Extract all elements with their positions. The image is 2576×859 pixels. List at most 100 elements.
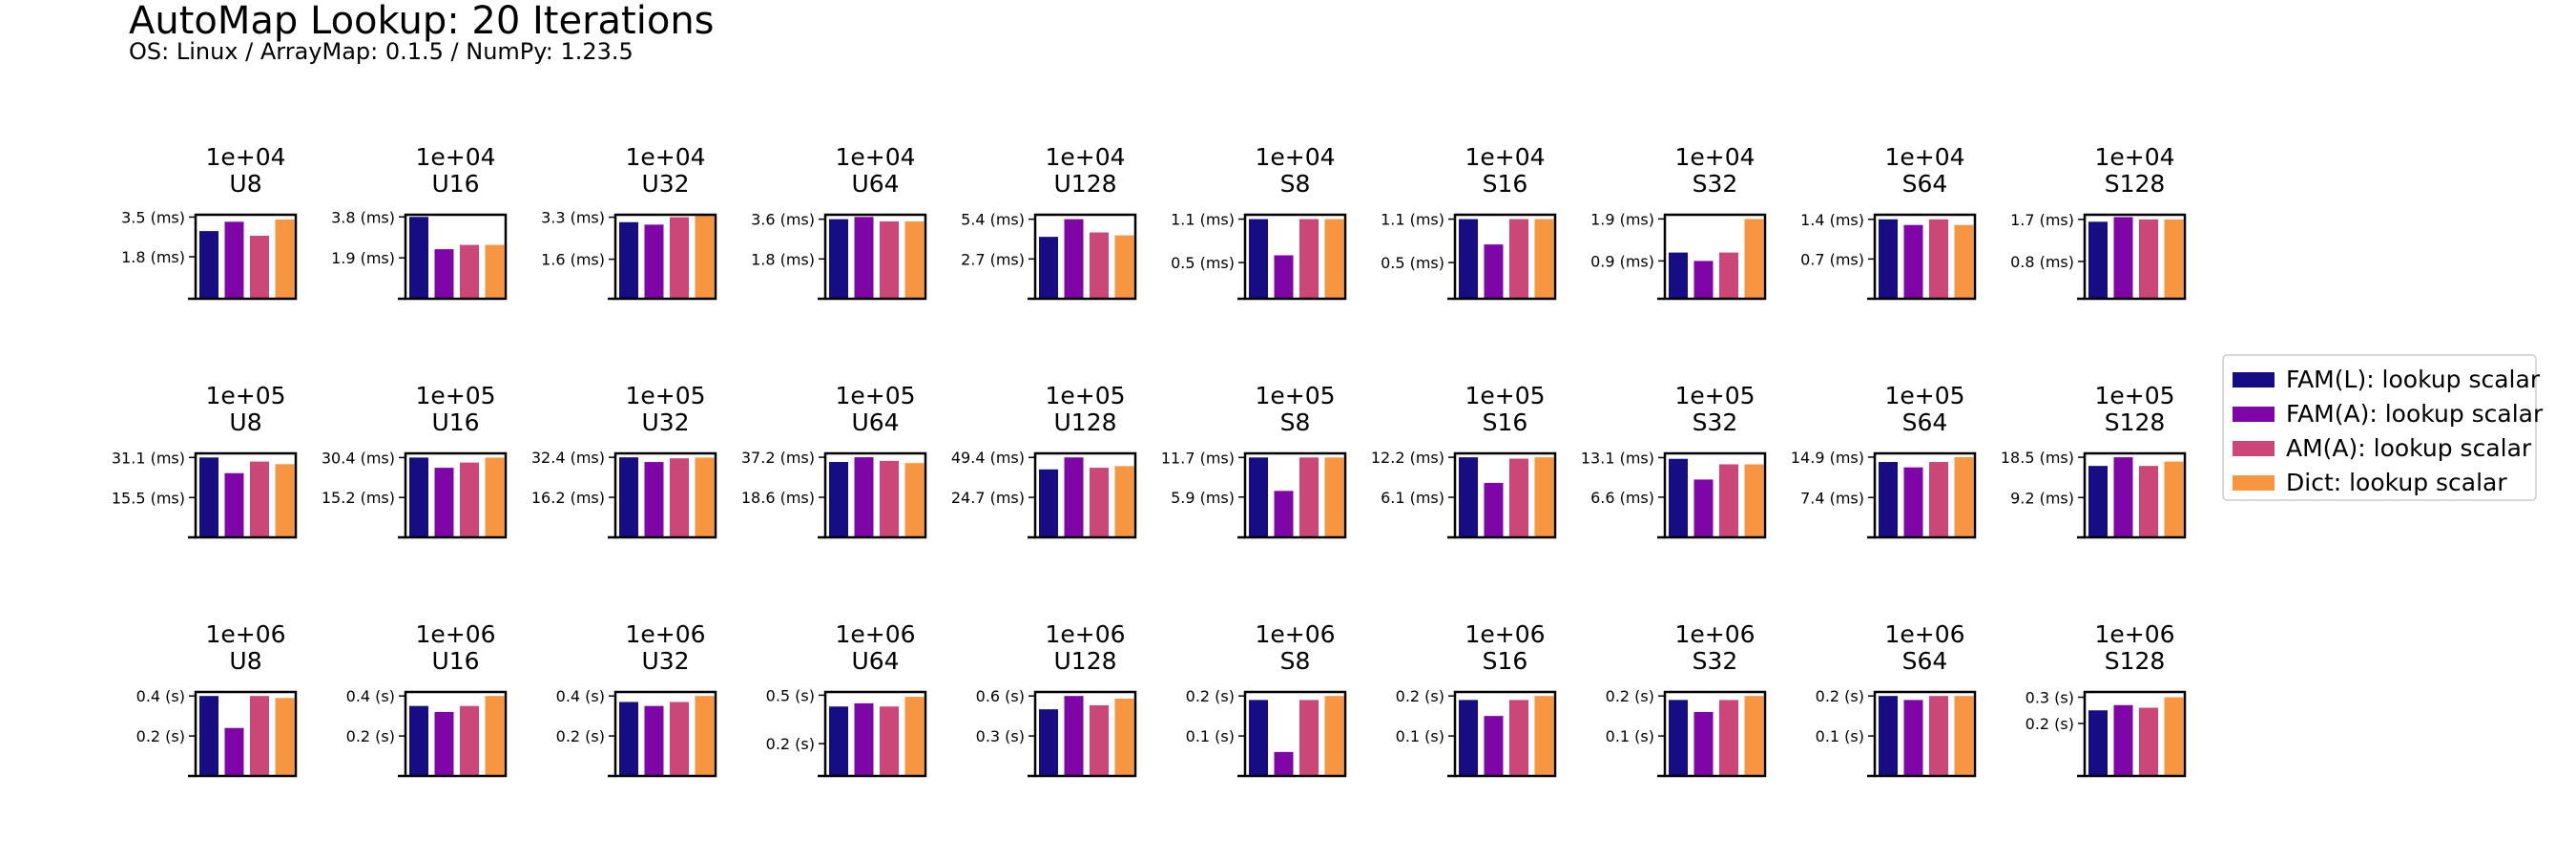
panel-title: 1e+06: [625, 620, 705, 648]
y-tick-label: 3.6 (ms): [751, 211, 815, 229]
bar: [485, 244, 505, 299]
bar: [1064, 457, 1084, 537]
y-tick-label: 1.8 (ms): [751, 250, 815, 268]
y-tick-label: 1.4 (ms): [1800, 211, 1864, 229]
bar: [409, 705, 428, 776]
panel-title: 1e+05: [205, 382, 285, 409]
panel-title: S64: [1902, 647, 1948, 675]
bar: [904, 220, 924, 299]
bar: [1509, 700, 1528, 776]
y-tick-label: 3.3 (ms): [541, 209, 605, 227]
bar: [1693, 261, 1714, 299]
bar: [1669, 458, 1688, 537]
y-tick-label: 6.6 (ms): [1590, 489, 1654, 507]
bar: [1719, 700, 1738, 776]
panel-title: U32: [641, 409, 689, 436]
bar: [1090, 232, 1109, 299]
panel-title: 1e+04: [625, 143, 705, 171]
axes-frame: [1033, 451, 1137, 539]
bar: [829, 462, 848, 537]
bar: [2164, 461, 2184, 537]
axes-frame: [2083, 451, 2187, 539]
bar: [434, 711, 454, 776]
y-tick-label: 14.9 (ms): [1791, 449, 1864, 467]
axes-frame: [1873, 213, 1977, 301]
y-tick-label: 0.4 (s): [346, 687, 395, 705]
legend-label: Dict: lookup scalar: [2286, 469, 2507, 496]
panel-title: 1e+05: [1045, 382, 1125, 409]
y-tick-label: 0.2 (s): [1606, 687, 1654, 705]
bar: [1719, 252, 1738, 299]
panel-title: U16: [431, 647, 479, 675]
panel-title: 1e+06: [1045, 620, 1125, 648]
bar: [199, 457, 218, 537]
bar: [1509, 219, 1528, 299]
y-tick-label: 32.4 (ms): [531, 449, 605, 467]
panel-title: 1e+06: [2094, 620, 2174, 648]
bar: [1114, 698, 1134, 776]
y-tick-label: 1.7 (ms): [2010, 211, 2074, 229]
bar: [1274, 491, 1294, 537]
bar: [619, 702, 638, 776]
y-tick-label: 0.9 (ms): [1590, 252, 1654, 270]
panel-title: 1e+05: [1255, 382, 1335, 409]
panel-title: S8: [1280, 409, 1311, 436]
bar: [1879, 462, 1898, 537]
bar: [460, 462, 479, 537]
bar: [2113, 457, 2133, 537]
y-tick-label: 16.2 (ms): [531, 489, 605, 507]
bar: [1039, 237, 1058, 299]
axes-frame: [2083, 690, 2187, 778]
panel-title: 1e+06: [415, 620, 495, 648]
y-tick-label: 0.1 (s): [1606, 727, 1654, 745]
panel-title: 1e+04: [1674, 143, 1755, 171]
y-tick-label: 3.8 (ms): [331, 208, 395, 226]
panel-title: U16: [431, 170, 479, 198]
panel-title: U8: [229, 170, 261, 198]
bar: [1903, 700, 1923, 776]
bar: [1274, 255, 1294, 299]
bar: [1484, 716, 1504, 776]
y-tick-label: 1.1 (ms): [1171, 211, 1235, 229]
panel-title: 1e+06: [1465, 620, 1545, 648]
panel-title: U64: [851, 647, 899, 675]
axes-frame: [194, 451, 298, 539]
bar: [275, 698, 295, 776]
y-tick-label: 0.2 (s): [1186, 687, 1235, 705]
bar: [829, 219, 848, 299]
axes-frame: [404, 690, 508, 778]
panel-title: S128: [2105, 647, 2166, 675]
bar: [250, 461, 269, 537]
bar: [1669, 700, 1688, 776]
bar: [695, 215, 715, 299]
y-tick-label: 31.1 (ms): [112, 449, 185, 467]
bar: [1299, 700, 1319, 776]
bar: [434, 468, 454, 537]
bar: [1534, 457, 1554, 537]
bar: [2088, 710, 2108, 776]
bar: [1064, 696, 1084, 776]
axes-frame: [1243, 690, 1347, 778]
bar: [670, 702, 689, 776]
y-tick-label: 15.5 (ms): [112, 489, 185, 507]
panel-title: 1e+05: [835, 382, 915, 409]
y-tick-label: 49.4 (ms): [951, 449, 1025, 467]
bar: [224, 221, 244, 299]
panel-title: 1e+06: [1674, 620, 1755, 648]
panel-title: 1e+05: [415, 382, 495, 409]
bar: [1324, 696, 1344, 776]
panel-title: 1e+05: [2094, 382, 2174, 409]
legend-label: AM(A): lookup scalar: [2286, 434, 2532, 462]
axes-frame: [613, 690, 717, 778]
y-tick-label: 0.2 (s): [346, 727, 395, 745]
